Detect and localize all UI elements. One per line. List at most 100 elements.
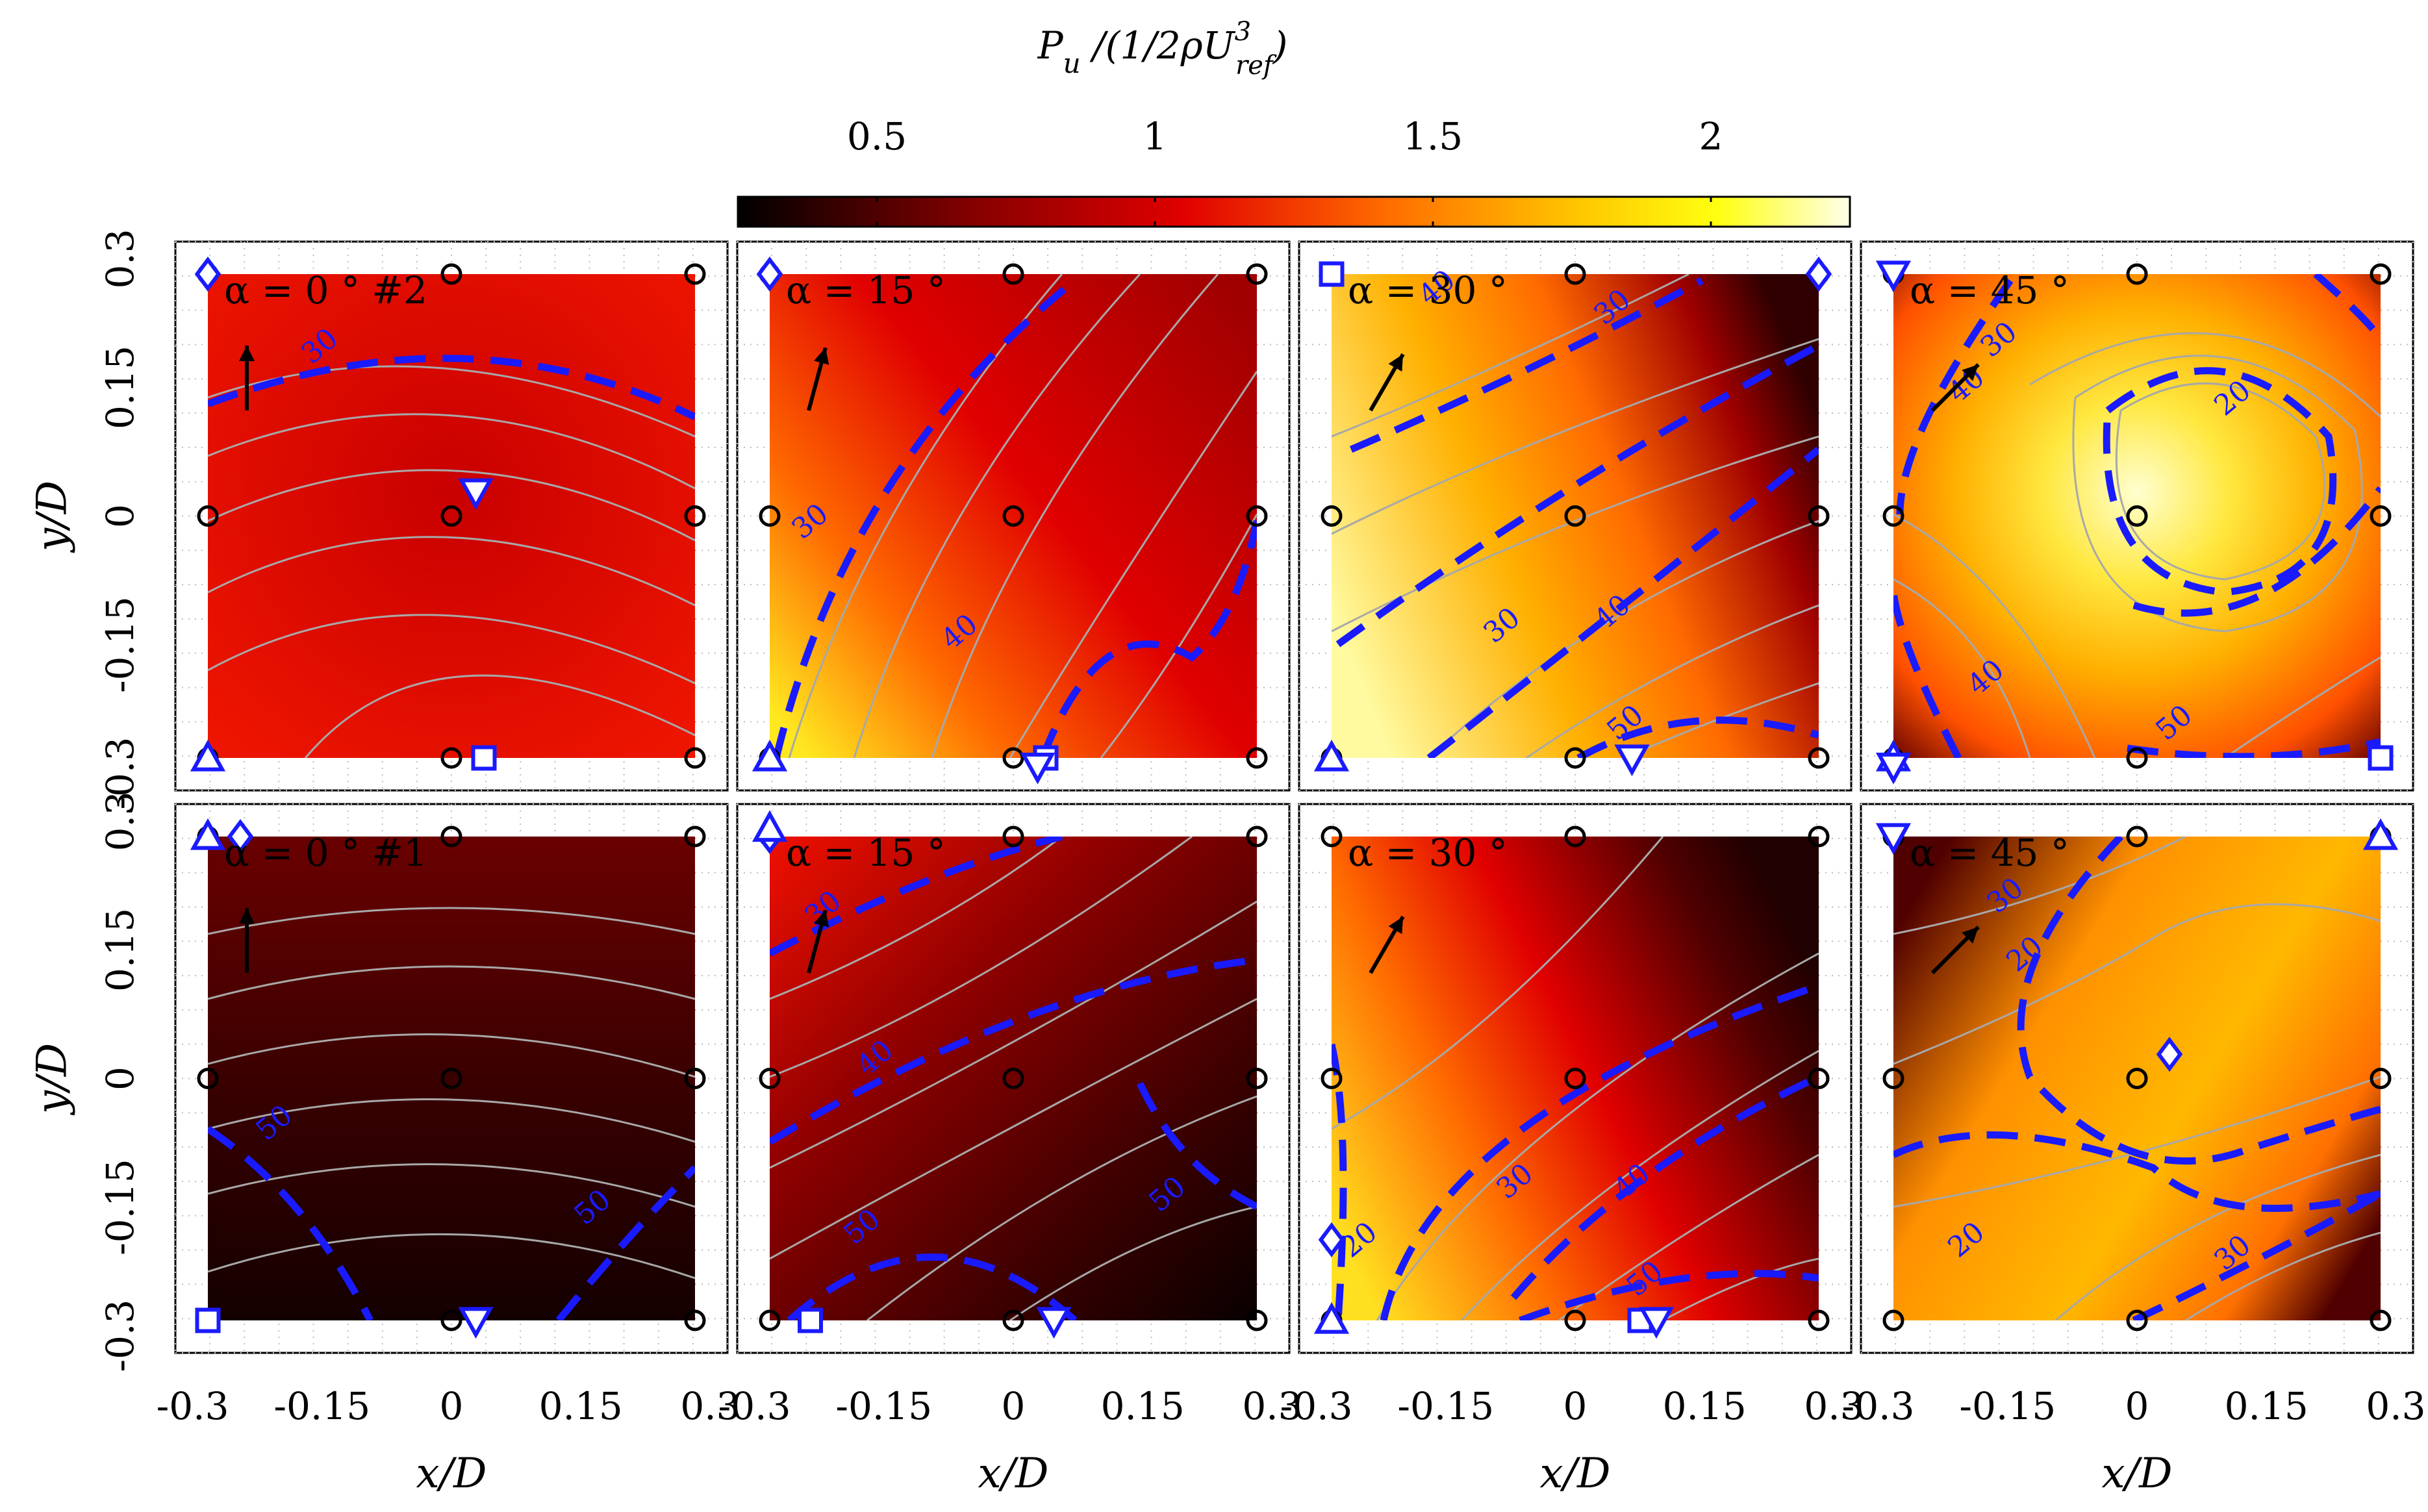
contour-line bbox=[208, 536, 695, 607]
probe-point bbox=[1002, 747, 1024, 769]
heat-field bbox=[770, 274, 1257, 758]
probe-point bbox=[1808, 505, 1830, 527]
x-axis-label: x/D bbox=[978, 1450, 1049, 1498]
probe-point bbox=[684, 1068, 706, 1089]
contours bbox=[208, 907, 695, 1320]
probe-point bbox=[1882, 1309, 1904, 1331]
contour-line bbox=[770, 900, 1257, 1169]
contour-line bbox=[1893, 1076, 2381, 1208]
panel-title: α = 15 ° bbox=[786, 831, 946, 875]
contour-line bbox=[208, 1233, 695, 1279]
contour-line bbox=[1893, 513, 2096, 758]
probe-point bbox=[1246, 825, 1268, 848]
marker-diamond bbox=[1805, 257, 1832, 292]
contour-line bbox=[770, 837, 1063, 1000]
marker-triangle-up bbox=[752, 810, 788, 842]
flow-arrow-head bbox=[1962, 927, 1979, 944]
panel-title: α = 30 ° bbox=[1348, 268, 1508, 312]
marker-triangle-down bbox=[1614, 744, 1650, 777]
x-axis-label: x/D bbox=[1540, 1450, 1611, 1498]
probe-point bbox=[1002, 1309, 1024, 1331]
contours bbox=[1893, 274, 2381, 758]
marker-triangle-down bbox=[1036, 1307, 1072, 1339]
probe-point bbox=[1321, 825, 1343, 848]
x-tick-label: 0 bbox=[1002, 1384, 1026, 1428]
colorbar-ticks: 0.5 1 1.5 2 bbox=[847, 114, 1723, 227]
dashed-contour bbox=[1426, 446, 1819, 758]
probe-point bbox=[197, 505, 219, 527]
probe-point bbox=[2126, 505, 2148, 527]
probe-point bbox=[759, 505, 781, 527]
probe-point bbox=[1808, 825, 1830, 848]
probe-point bbox=[1564, 747, 1586, 769]
marker-square bbox=[798, 1307, 823, 1333]
probe-point bbox=[440, 825, 462, 848]
probe-point bbox=[684, 263, 706, 285]
contours bbox=[770, 837, 1257, 1320]
marker-diamond bbox=[2156, 1037, 2183, 1072]
contour-line bbox=[1332, 274, 1689, 438]
panel-title: α = 0 ° #1 bbox=[224, 831, 427, 875]
x-tick-label: 0.3 bbox=[680, 1384, 740, 1428]
contour-line bbox=[1332, 837, 1664, 1130]
x-tick-label: 0.15 bbox=[539, 1384, 623, 1428]
contour-line bbox=[208, 907, 695, 935]
x-axis-label: x/D bbox=[2102, 1450, 2173, 1498]
probe-point bbox=[2370, 1309, 2392, 1331]
dashed-contour bbox=[1896, 278, 2014, 515]
flow-arrow-head bbox=[814, 910, 829, 927]
heat-field bbox=[208, 274, 695, 758]
panel-title: α = 30 ° bbox=[1348, 831, 1508, 875]
probe-point bbox=[2126, 825, 2148, 848]
contour-line bbox=[208, 965, 695, 1000]
panel-title: α = 45 ° bbox=[1910, 268, 2069, 312]
contour-line bbox=[1893, 578, 2031, 758]
heat-field bbox=[770, 837, 1257, 1320]
x-tick-label: -0.15 bbox=[1959, 1384, 2056, 1428]
colorbar-title-sup: 3 bbox=[1235, 17, 1251, 47]
contour-line bbox=[2055, 1153, 2381, 1320]
heat-field bbox=[208, 837, 695, 1320]
probe-point bbox=[1564, 825, 1586, 848]
marker-triangle-down bbox=[1875, 823, 1912, 855]
marker-triangle-down bbox=[1875, 752, 1912, 785]
dashed-contour bbox=[2132, 1191, 2381, 1320]
colorbar-title-u: u bbox=[1063, 47, 1081, 79]
colorbar-title: Pu /(1/2ρU3 ref) bbox=[1037, 17, 1288, 81]
x-tick-label: -0.3 bbox=[718, 1384, 791, 1428]
y-tick-label: -0.15 bbox=[98, 1159, 142, 1255]
marker-triangle-down bbox=[1875, 260, 1912, 293]
marker-square bbox=[2368, 745, 2394, 771]
probe-point bbox=[1002, 825, 1024, 848]
y-tick-label: 0.15 bbox=[98, 908, 142, 992]
colorbar-tick-label: 2 bbox=[1699, 114, 1723, 158]
dashed-contour bbox=[1137, 1081, 1257, 1210]
dashed-contour bbox=[555, 1165, 695, 1320]
contour-line bbox=[1009, 371, 1257, 758]
x-tick-label: 0 bbox=[1563, 1384, 1587, 1428]
contour-line bbox=[1100, 514, 1257, 758]
y-axis-label: y/D bbox=[29, 481, 77, 553]
contour-line bbox=[208, 1098, 695, 1143]
flow-arrow-head bbox=[239, 346, 255, 361]
contour-line bbox=[1428, 520, 1819, 758]
x-tick-label: 0.3 bbox=[2366, 1384, 2425, 1428]
probe-point bbox=[197, 1068, 219, 1089]
flow-arrow-head bbox=[1388, 354, 1403, 372]
probe-point bbox=[1882, 505, 1904, 527]
y-tick-label: -0.3 bbox=[98, 1300, 142, 1372]
dashed-contour bbox=[2132, 486, 2381, 617]
contour-line bbox=[208, 1163, 695, 1208]
probe-point bbox=[2126, 1309, 2148, 1331]
y-tick-label: 0 bbox=[98, 1066, 142, 1090]
probe-point bbox=[1564, 505, 1586, 527]
flow-arrow-head bbox=[814, 347, 829, 365]
x-tick-label: 0.15 bbox=[1663, 1384, 1747, 1428]
marker-square bbox=[195, 1307, 221, 1333]
